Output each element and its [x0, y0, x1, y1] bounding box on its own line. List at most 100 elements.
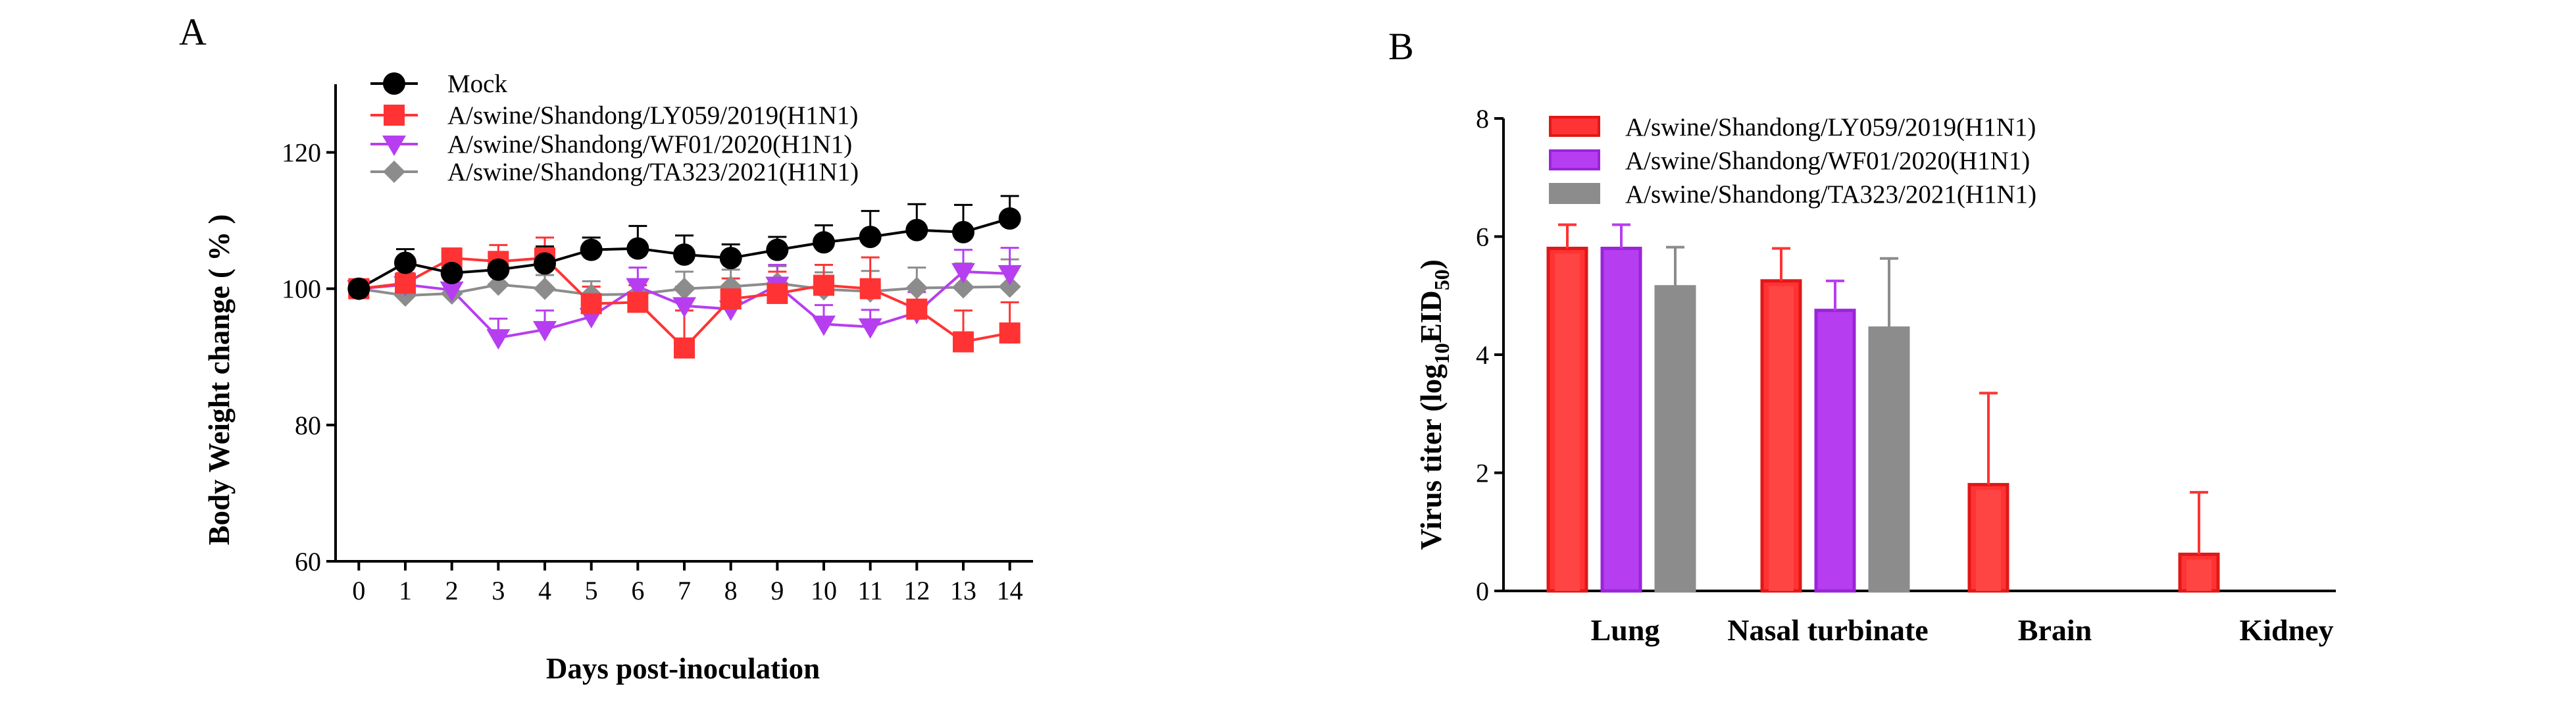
panel-b: B 0 2 4 6 8 Lung Nasal turbinate Brain Kidney A/…	[1388, 25, 2336, 647]
panel-a-legend-marker	[384, 105, 405, 126]
panel-b-bar-inner	[1555, 253, 1580, 591]
panel-a-data-point	[347, 277, 370, 300]
panel-a-data-point	[952, 276, 974, 299]
panel-b-bar	[1654, 285, 1696, 593]
panel-b-label: B	[1388, 25, 1414, 68]
panel-b-bar	[1868, 326, 1910, 593]
panel-a-x-tick-label: 12	[903, 576, 930, 605]
panel-a-data-point	[859, 278, 881, 299]
panel-b-y-tick-label: 2	[1476, 459, 1489, 488]
panel-b-y-tick-label: 8	[1476, 104, 1489, 134]
panel-a-data-point	[534, 252, 556, 275]
panel-a-data-point	[720, 288, 742, 310]
panel-a-data-point	[998, 207, 1021, 230]
panel-a-markers	[347, 207, 1022, 359]
panel-a-data-point	[767, 282, 788, 304]
panel-b-category-label: Lung	[1591, 613, 1660, 647]
panel-a-data-point	[951, 263, 975, 284]
panel-b-y-tick-label: 0	[1476, 576, 1489, 606]
panel-a-x-axis-title: Days post-inoculation	[546, 652, 820, 685]
panel-a-data-point	[627, 292, 649, 313]
panel-b-y-tick-label: 4	[1476, 340, 1489, 370]
panel-a-data-point	[486, 329, 511, 350]
panel-b-legend: A/swine/Shandong/LY059/2019(H1N1) A/swine…	[1549, 113, 2036, 209]
panel-a-x-tick-label: 0	[352, 576, 365, 605]
panel-a-data-point	[906, 298, 928, 320]
panel-b-bar	[1814, 309, 1856, 593]
panel-a-label: A	[179, 11, 207, 53]
panel-b-legend-swatch	[1549, 149, 1600, 170]
panel-b-bar-inner	[1976, 490, 2001, 591]
panel-a-y-tick-label: 60	[295, 547, 321, 576]
panel-a-data-point	[905, 276, 928, 299]
panel-a-data-point	[534, 277, 556, 300]
panel-a-y-axis-title: Body Weight change ( % )	[203, 215, 236, 546]
panel-b-category-label: Kidney	[2239, 613, 2333, 647]
panel-b-y-tick-label: 6	[1476, 222, 1489, 252]
panel-a-data-point	[812, 315, 836, 336]
panel-b-legend-label: A/swine/Shandong/TA323/2021(H1N1)	[1625, 180, 2036, 209]
panel-a-x-tick-label: 8	[724, 576, 738, 605]
panel-b-legend-swatch	[1549, 183, 1600, 204]
panel-a-data-point	[487, 258, 510, 281]
panel-a-legend-label: A/swine/Shandong/LY059/2019(H1N1)	[447, 101, 858, 130]
panel-a-data-point	[953, 331, 974, 353]
panel-a-data-point	[859, 226, 882, 248]
panel-b-bars	[1546, 223, 2220, 593]
panel-a-y-tick-label: 100	[282, 274, 321, 304]
panel-a-data-point	[673, 277, 695, 300]
panel-a-x-tick-label: 9	[770, 576, 784, 605]
panel-b-legend-label: A/swine/Shandong/LY059/2019(H1N1)	[1625, 113, 2036, 141]
panel-a-legend-marker	[382, 136, 406, 156]
panel-a-x-tick-label: 7	[678, 576, 691, 605]
panel-a-data-point	[813, 274, 834, 296]
panel-b-bar	[1600, 246, 1642, 593]
panel-a-data-point	[394, 251, 417, 274]
panel-a-legend-marker	[383, 161, 405, 183]
panel-a-x-tick-label: 1	[399, 576, 412, 605]
panel-a-x-tick-label: 10	[811, 576, 837, 605]
panel-a-data-point	[674, 337, 695, 359]
panel-a-x-tick-label: 3	[492, 576, 505, 605]
panel-a-x-tick-label: 11	[857, 576, 883, 605]
panel-a-x-tick-label: 2	[445, 576, 459, 605]
panel-a-data-point	[672, 297, 696, 318]
panel-b-category-label: Brain	[2018, 613, 2092, 647]
panel-b-bar-inner	[2186, 559, 2211, 591]
panel-a-data-point	[952, 220, 974, 243]
panel-b-category-label: Nasal turbinate	[1727, 613, 1928, 647]
panel-a-x-tick-label: 5	[585, 576, 598, 605]
panel-a-data-point	[905, 218, 928, 242]
panel-a-data-point	[858, 318, 882, 339]
panel-a-legend-label: Mock	[447, 70, 507, 98]
panel-a-data-point	[395, 272, 416, 294]
panel-a-data-point	[766, 238, 789, 261]
panel-a-data-point	[813, 231, 835, 254]
panel-a-data-point	[580, 238, 603, 261]
panel-a-x-tick-label: 6	[631, 576, 644, 605]
panel-a-x-tick-label: 14	[997, 576, 1023, 605]
panel-a-data-point	[998, 275, 1021, 298]
panel-a-data-point	[719, 247, 742, 270]
panel-a-legend-label: A/swine/Shandong/WF01/2020(H1N1)	[447, 130, 852, 159]
panel-a-data-point	[998, 265, 1022, 286]
panel-a-legend: MockA/swine/Shandong/LY059/2019(H1N1)A/s…	[370, 70, 859, 186]
panel-a-data-point	[533, 320, 557, 342]
panel-b-y-axis-title: Virus titer (log10EID50)	[1415, 259, 1453, 549]
panel-a-data-point	[440, 281, 464, 302]
panel-a-data-point	[673, 243, 695, 266]
panel-a-legend-label: A/swine/Shandong/TA323/2021(H1N1)	[447, 158, 859, 186]
panel-a-data-point	[626, 237, 649, 260]
panel-a-legend-marker	[383, 72, 405, 95]
panel-a-x-tick-label: 4	[538, 576, 551, 605]
panel-a-data-point	[440, 261, 463, 284]
panel-b-bar-inner	[1769, 286, 1794, 591]
panel-a-data-point	[580, 293, 602, 315]
panel-a-y-tick-label: 120	[282, 138, 321, 168]
panel-a-data-point	[999, 322, 1021, 344]
panel-b-legend-label: A/swine/Shandong/WF01/2020(H1N1)	[1625, 147, 2030, 175]
panel-a-y-tick-label: 80	[295, 411, 321, 440]
